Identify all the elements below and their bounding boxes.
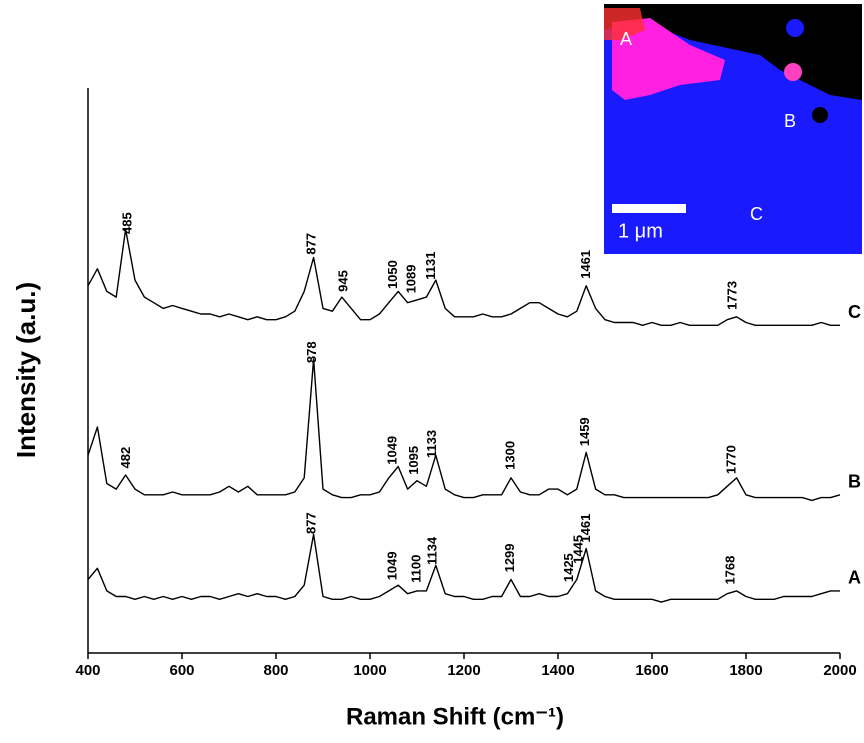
chart: Raman Shift (cm⁻¹) Intensity (a.u.) 400 6… <box>0 0 864 738</box>
scale-label: 1 μm <box>618 220 663 242</box>
peak-label: 1100 <box>408 555 423 583</box>
inset-label: C <box>750 204 763 224</box>
peak-label: 1299 <box>502 543 517 572</box>
peak-label: 945 <box>336 270 351 292</box>
x-tick-label: 400 <box>75 662 100 679</box>
peak-label: 1773 <box>725 281 740 310</box>
scale-bar <box>612 204 686 213</box>
x-tick-label: 1200 <box>447 662 480 679</box>
x-tick-label: 1000 <box>353 662 386 679</box>
peak-label: 482 <box>118 447 133 469</box>
x-tick-label: 2000 <box>823 662 856 679</box>
inset-label: A <box>620 29 632 49</box>
x-tick-label: 1600 <box>635 662 668 679</box>
peak-label: 1049 <box>384 436 399 465</box>
peak-label: 1300 <box>502 441 517 470</box>
series-label: C <box>848 302 861 322</box>
peak-label: 1461 <box>578 514 593 543</box>
peak-label: 1089 <box>403 265 418 294</box>
peak-label: 1050 <box>385 260 400 289</box>
x-tick-label: 1800 <box>729 662 762 679</box>
peak-label: 1095 <box>406 446 421 475</box>
x-tick-label: 1400 <box>541 662 574 679</box>
x-axis-label: Raman Shift (cm⁻¹) <box>346 703 564 730</box>
peak-label: 877 <box>304 512 319 534</box>
peak-label: 1768 <box>722 556 737 585</box>
inset-spot <box>786 19 804 37</box>
peak-label: 1770 <box>723 445 738 474</box>
peak-label: 1049 <box>384 551 399 580</box>
series-label: A <box>848 568 861 588</box>
peak-label: 1133 <box>424 430 439 458</box>
peak-label: 877 <box>304 233 319 255</box>
series-label: B <box>848 472 861 492</box>
peak-label: 1134 <box>424 536 439 565</box>
inset-map: 1 μm A B C <box>604 4 862 254</box>
peak-label: 1459 <box>577 417 592 446</box>
peak-label: 485 <box>119 212 134 234</box>
peak-label: 878 <box>304 341 319 363</box>
y-axis-label: Intensity (a.u.) <box>11 282 41 458</box>
inset-spot <box>812 107 828 123</box>
x-tick-label: 600 <box>169 662 194 679</box>
inset-label: B <box>784 111 796 131</box>
inset-spot <box>784 63 802 81</box>
peak-label: 1131 <box>423 252 438 280</box>
peak-label: 1461 <box>578 250 593 279</box>
x-tick-label: 800 <box>263 662 288 679</box>
